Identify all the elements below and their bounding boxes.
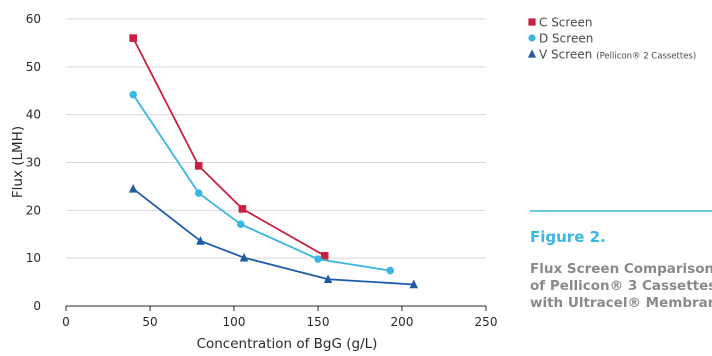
y-tick-label: 50: [26, 60, 41, 74]
x-tick-label: 0: [62, 315, 70, 329]
legend-item-d-screen: D Screen: [528, 32, 593, 46]
x-axis-title: Concentration of BgG (g/L): [197, 336, 378, 352]
figure-title-line-2: of Pellicon® 3 Cassettes: [530, 278, 712, 294]
v-screen-point: [196, 236, 205, 245]
y-tick-label: 40: [26, 108, 41, 122]
d-screen-line: [132, 94, 391, 272]
legend-item-c-screen: C Screen: [528, 16, 592, 30]
figure-label: Figure 2.: [530, 228, 606, 246]
x-tick-label: 100: [223, 315, 246, 329]
x-tick-label: 150: [307, 315, 330, 329]
y-tick-label: 20: [26, 203, 41, 217]
v-screen-point: [323, 274, 333, 284]
d-screen-point: [386, 266, 395, 275]
c-screen-point: [129, 34, 137, 42]
y-tick-label: 10: [26, 251, 41, 265]
d-screen-point: [129, 90, 137, 99]
grid-lines: [66, 18, 486, 259]
c-screen-point: [194, 162, 203, 170]
x-tick-label: 50: [142, 315, 157, 329]
v-screen-point: [239, 252, 249, 262]
y-tick-label: 60: [26, 12, 41, 26]
x-tick-label: 200: [391, 315, 414, 329]
legend-label-d-screen: D Screen: [539, 32, 593, 46]
legend-note-v-screen: (Pellicon® 2 Cassettes): [596, 52, 696, 62]
legend-label-v-screen: V Screen (Pellicon® 2 Cassettes): [539, 48, 696, 62]
v-screen-point: [128, 184, 138, 193]
legend-marker-v-screen: [527, 49, 537, 58]
y-tick-label: 30: [26, 156, 41, 170]
axes: 0 10 20 30 40 50 60 0 50 100 150 200 250: [26, 12, 498, 329]
d-screen-point: [314, 255, 322, 263]
d-screen-point: [236, 220, 245, 229]
x-tick-label: 250: [475, 315, 498, 329]
figure-title-line-3: with Ultracel® Membrane: [530, 295, 712, 311]
series-layer: [128, 34, 419, 289]
legend-marker-c-screen: [528, 18, 536, 26]
legend-item-v-screen: V Screen (Pellicon® 2 Cassettes): [527, 48, 696, 62]
legend: C Screen D Screen V Screen (Pellicon® 2 Cas…: [527, 16, 696, 62]
v-screen-point: [409, 279, 419, 289]
c-screen-line: [132, 37, 326, 257]
c-screen-point: [320, 251, 329, 260]
legend-marker-d-screen: [528, 34, 536, 42]
y-tick-label: 0: [33, 299, 41, 313]
y-axis-title: Flux (LMH): [10, 126, 26, 198]
v-screen-line: [132, 188, 414, 286]
d-screen-point: [194, 189, 203, 197]
legend-label-c-screen: C Screen: [539, 16, 592, 30]
figure-title-line-1: Flux Screen Comparison: [530, 261, 712, 277]
c-screen-point: [238, 205, 247, 213]
